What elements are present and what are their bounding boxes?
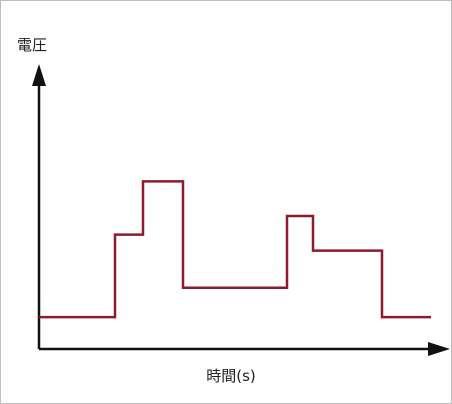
y-axis-label: 電圧: [17, 36, 47, 54]
x-axis-label: 時間(s): [206, 367, 256, 385]
x-axis-arrow: [428, 342, 450, 356]
y-axis-arrow: [32, 64, 46, 86]
voltage-signal-line: [39, 180, 431, 319]
